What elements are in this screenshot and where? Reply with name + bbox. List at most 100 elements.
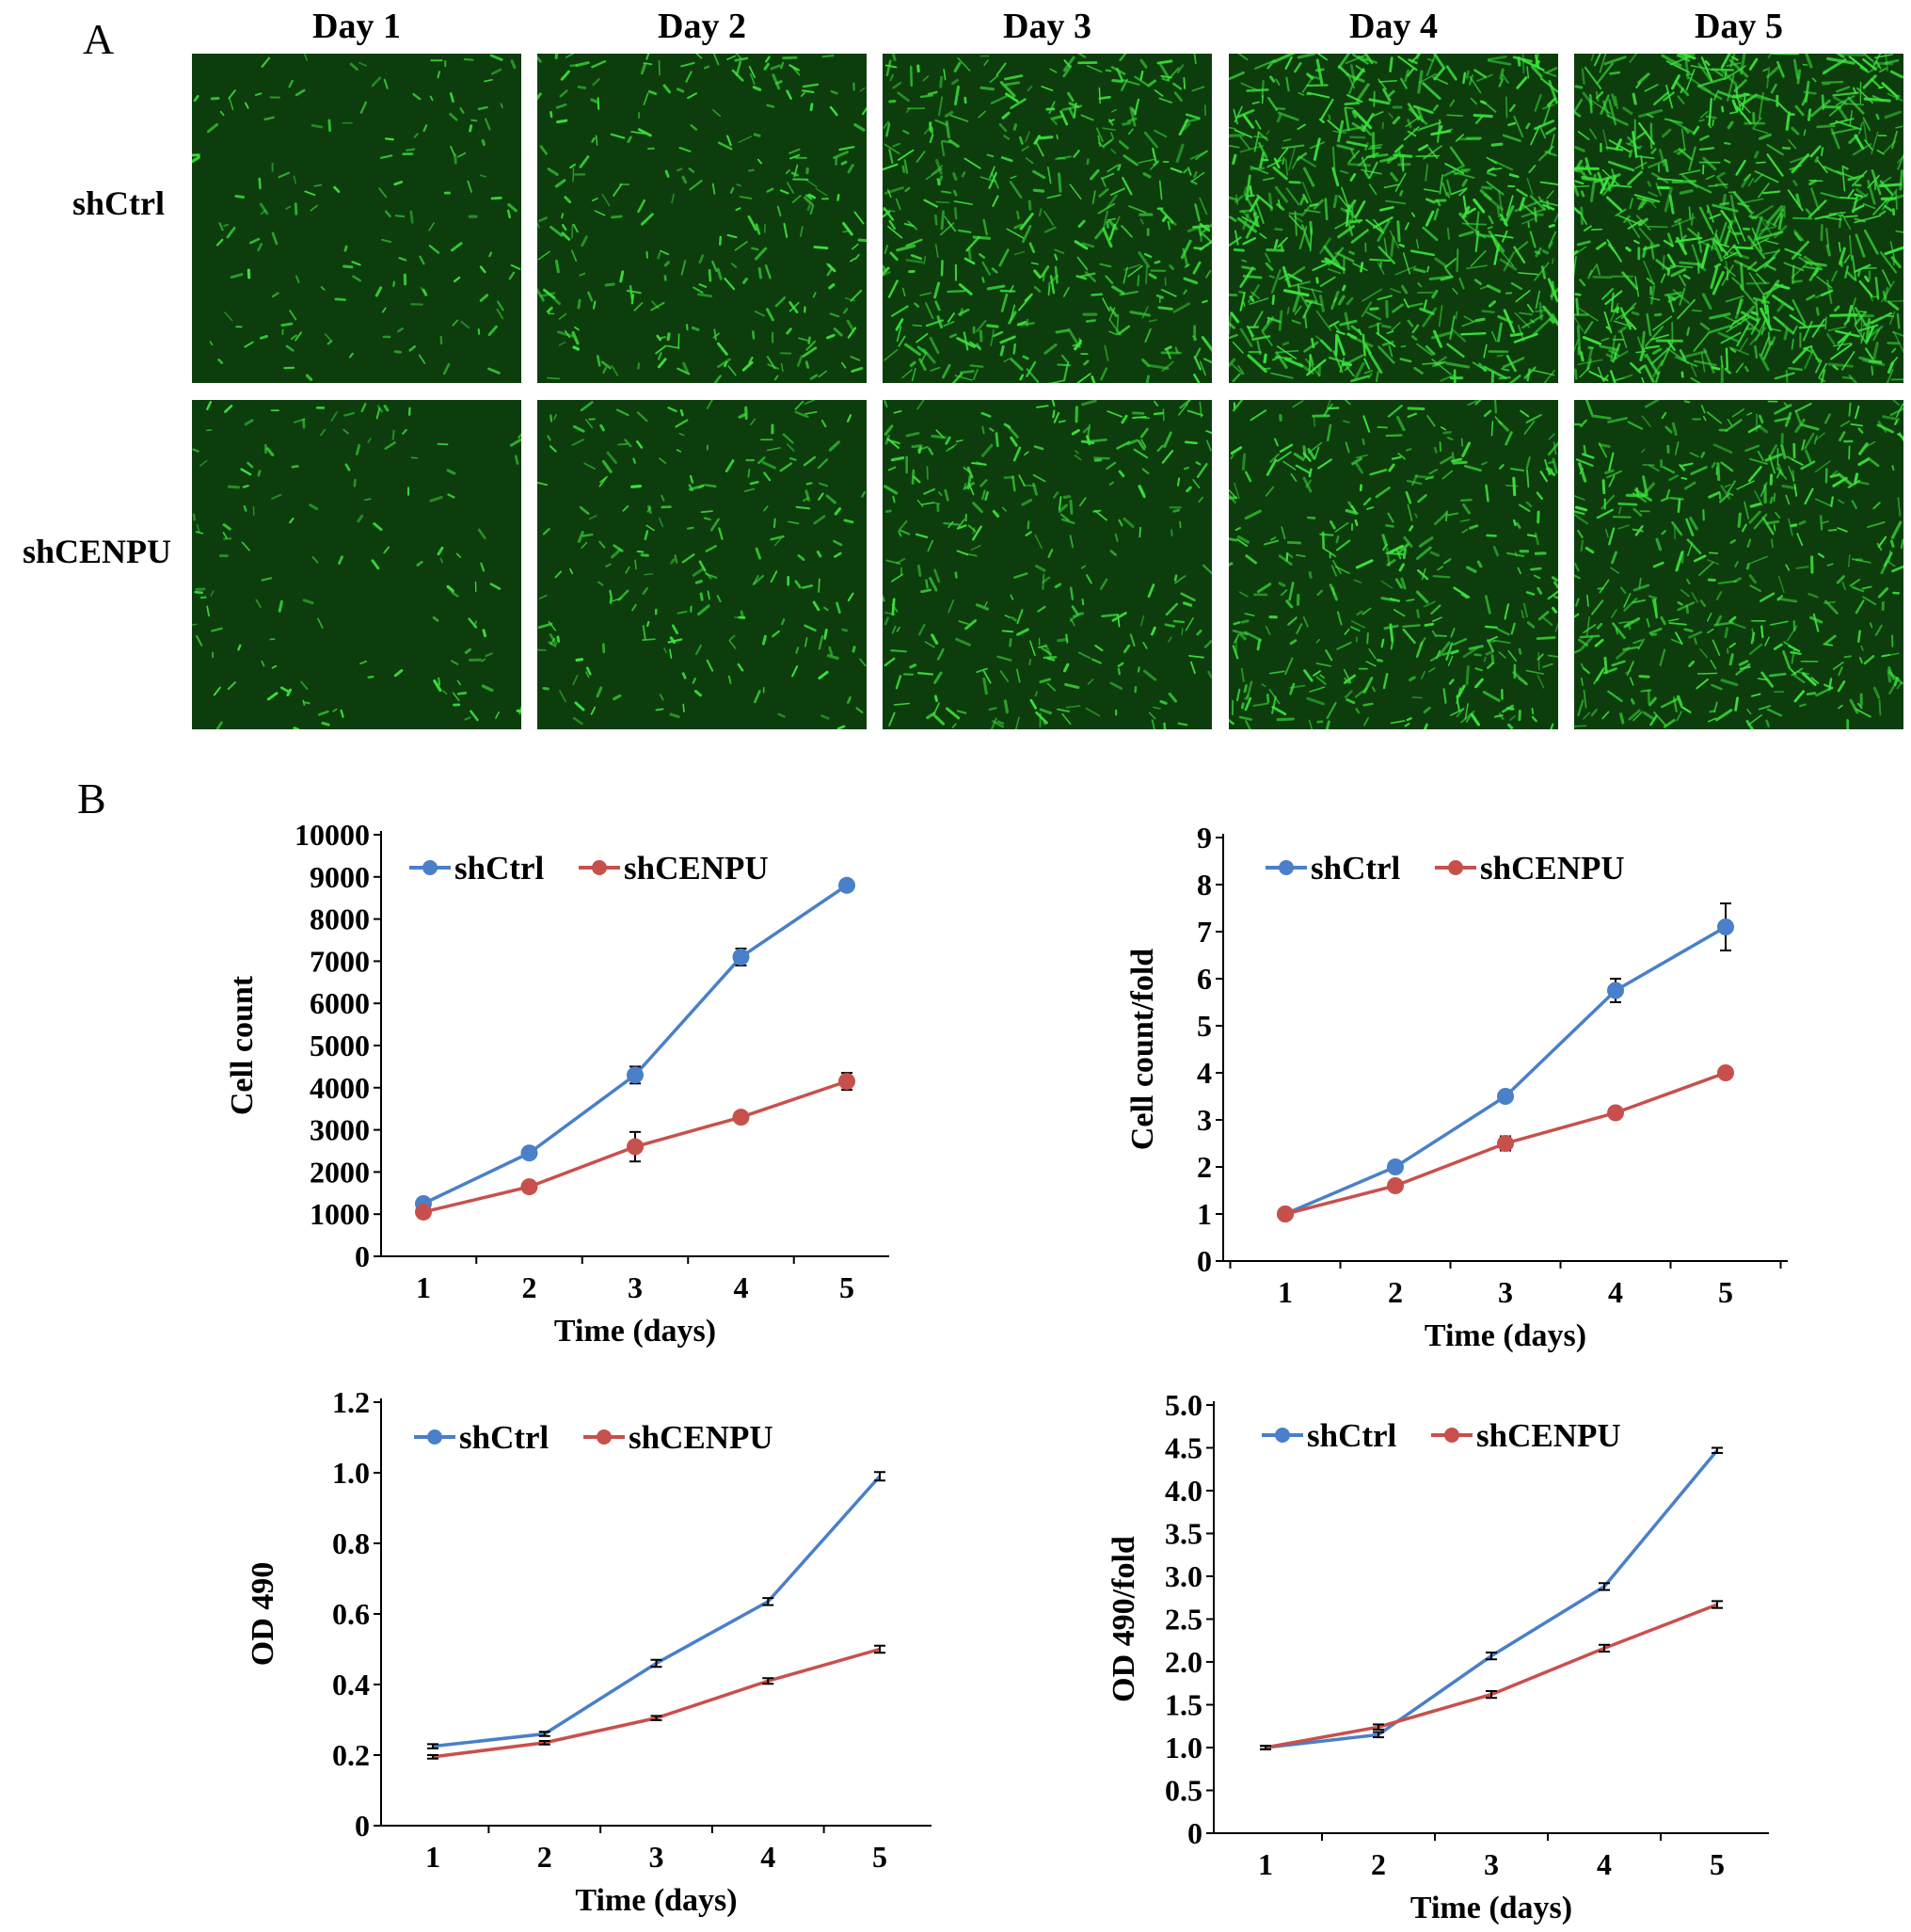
fluorescent-cell — [1290, 182, 1300, 183]
fluorescent-cell — [1682, 551, 1683, 563]
legend-label: shCtrl — [454, 850, 545, 886]
y-tick-label: 2.5 — [1165, 1603, 1202, 1637]
fluorescent-cell — [365, 499, 371, 500]
fluorescent-cell — [1363, 439, 1364, 444]
fluorescent-cell — [1712, 70, 1734, 71]
fluorescent-cell — [1896, 192, 1897, 209]
fluorescent-cell — [1463, 73, 1465, 83]
x-axis-title: Time (days) — [1410, 1891, 1572, 1925]
fluorescent-cell — [815, 247, 827, 248]
fluorescent-cell — [245, 506, 246, 510]
fluorescent-cell — [1378, 427, 1387, 428]
fluorescent-cell — [592, 100, 597, 102]
fluorescent-cell — [1029, 660, 1030, 664]
fluorescent-cell — [224, 225, 228, 226]
fluorescent-cell — [1185, 603, 1191, 605]
fluorescent-cell — [323, 723, 328, 725]
fluorescent-cell — [982, 427, 983, 434]
micrograph-shCENPU-day-2 — [537, 400, 867, 729]
fluorescent-cell — [329, 120, 330, 131]
fluorescent-cell — [1382, 640, 1384, 647]
fluorescent-cell — [1435, 448, 1436, 453]
fluorescent-cell — [1087, 321, 1095, 322]
fluorescent-cell — [1574, 424, 1580, 425]
fluorescent-cell — [1841, 55, 1863, 56]
x-axis-title: Time (days) — [554, 1314, 716, 1349]
fluorescent-cell — [1500, 377, 1510, 378]
fluorescent-cell — [1155, 413, 1163, 414]
fluorescent-cell — [282, 324, 292, 326]
x-tick-label: 4 — [1597, 1847, 1612, 1881]
fluorescent-cell — [1379, 81, 1396, 82]
fluorescent-cell — [1250, 186, 1251, 195]
data-point-shCENPU — [521, 1178, 538, 1195]
y-tick-label: 0.4 — [332, 1668, 370, 1701]
fluorescent-cell — [1288, 308, 1289, 313]
fluorescent-cell — [948, 291, 965, 292]
micrograph-shCtrl-day-5 — [1574, 54, 1903, 383]
fluorescent-cell — [1059, 421, 1065, 422]
fluorescent-cell — [1603, 481, 1604, 493]
fluorescent-cell — [1066, 634, 1067, 642]
fluorescent-cell — [807, 483, 812, 484]
y-tick-label: 0.6 — [332, 1597, 370, 1631]
y-tick-label: 1.5 — [1165, 1688, 1202, 1722]
x-tick-label: 3 — [1484, 1847, 1499, 1881]
fluorescent-cell — [903, 167, 904, 172]
data-point-shCENPU — [1387, 1177, 1404, 1194]
x-tick-label: 5 — [1718, 1275, 1733, 1309]
fluorescent-cell — [1178, 478, 1179, 485]
fluorescent-cell — [1309, 355, 1310, 373]
fluorescent-cell — [1511, 334, 1521, 336]
fluorescent-cell — [819, 579, 820, 592]
fluorescent-cell — [1825, 317, 1826, 328]
fluorescent-cell — [1041, 137, 1052, 138]
fluorescent-cell — [1888, 671, 1890, 681]
fluorescent-cell — [811, 104, 812, 110]
fluorescent-cell — [244, 486, 248, 487]
fluorescent-cell — [1663, 256, 1664, 269]
fluorescent-cell — [1401, 346, 1405, 347]
fluorescent-cell — [988, 326, 997, 327]
fluorescent-cell — [1775, 493, 1776, 501]
fluorescent-cell — [207, 430, 212, 431]
fluorescent-cell — [1821, 516, 1822, 529]
fluorescent-cell — [808, 206, 809, 210]
y-tick-label: 3000 — [310, 1113, 370, 1147]
fluorescent-cell — [1434, 576, 1450, 577]
x-tick-label: 5 — [1710, 1847, 1725, 1881]
fluorescent-cell — [1408, 718, 1411, 720]
fluorescent-cell — [1180, 522, 1181, 528]
fluorescent-cell — [1462, 224, 1486, 225]
fluorescent-cell — [1071, 501, 1072, 513]
fluorescent-cell — [1263, 81, 1264, 97]
fluorescent-cell — [1619, 503, 1637, 504]
fluorescent-cell — [484, 631, 486, 636]
fluorescent-cell — [913, 326, 921, 327]
fluorescent-cell — [955, 208, 956, 218]
fluorescent-cell — [1083, 599, 1084, 604]
fluorescent-cell — [355, 480, 356, 486]
fluorescent-cell — [702, 511, 712, 512]
legend-label: shCtrl — [459, 1419, 549, 1456]
series-line-shCENPU — [1266, 1605, 1717, 1748]
fluorescent-cell — [705, 67, 709, 69]
fluorescent-cell — [996, 434, 997, 446]
fluorescent-cell — [1425, 624, 1433, 625]
micrograph-shCtrl-day-4 — [1229, 54, 1558, 383]
fluorescent-cell — [1538, 653, 1539, 670]
fluorescent-cell — [633, 459, 635, 463]
x-tick-label: 1 — [416, 1270, 431, 1304]
fluorescent-cell — [921, 95, 932, 97]
fluorescent-cell — [1698, 673, 1717, 674]
fluorescent-cell — [638, 551, 643, 552]
fluorescent-cell — [1582, 541, 1583, 551]
fluorescent-cell — [1891, 541, 1893, 547]
fluorescent-cell — [1161, 702, 1166, 704]
fluorescent-cell — [1793, 471, 1794, 481]
fluorescent-cell — [613, 216, 622, 217]
legend-swatch-marker — [422, 860, 438, 875]
fluorescent-cell — [1476, 319, 1484, 321]
y-tick-label: 9 — [1197, 821, 1212, 854]
fluorescent-cell — [630, 286, 632, 299]
